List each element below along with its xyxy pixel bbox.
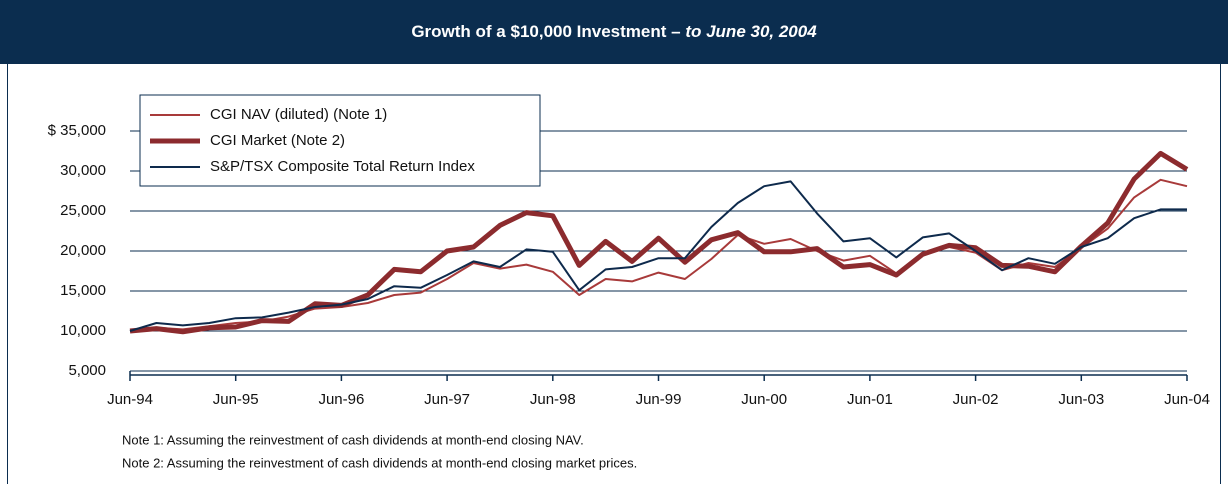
x-tick-label: Jun-00 (741, 391, 787, 408)
title-main: Growth of a $10,000 Investment – (411, 22, 680, 41)
legend-label: CGI NAV (diluted) (Note 1) (210, 106, 387, 123)
y-tick-label: 10,000 (60, 322, 106, 339)
note: Note 2: Assuming the reinvestment of cas… (122, 455, 637, 470)
x-tick-label: Jun-04 (1164, 391, 1210, 408)
y-tick-label: 15,000 (60, 282, 106, 299)
series-line (129, 180, 1187, 332)
legend-box (139, 94, 541, 187)
series-line (129, 178, 1188, 332)
y-tick-label: 30,000 (60, 162, 106, 179)
x-tick-label: Jun-95 (213, 391, 259, 408)
x-tick-label: Jun-94 (107, 391, 153, 408)
chart-title: Growth of a $10,000 Investment – to June… (411, 22, 817, 41)
y-tick-label: $ 35,000 (48, 122, 106, 139)
y-tick-label: 25,000 (60, 202, 106, 219)
y-tick-label: 20,000 (60, 242, 106, 259)
header-band (0, 0, 1228, 64)
x-tick-label: Jun-03 (1058, 391, 1104, 408)
x-tick-label: Jun-97 (424, 391, 470, 408)
x-tick-label: Jun-01 (847, 391, 893, 408)
legend-label: S&P/TSX Composite Total Return Index (210, 158, 475, 175)
x-tick-label: Jun-96 (318, 391, 364, 408)
title-sub: to June 30, 2004 (685, 22, 817, 41)
note: Note 1: Assuming the reinvestment of cas… (122, 432, 584, 447)
legend-label: CGI Market (Note 2) (210, 132, 345, 149)
x-tick-label: Jun-98 (530, 391, 576, 408)
y-tick-label: 5,000 (68, 362, 106, 379)
x-tick-label: Jun-02 (953, 391, 999, 408)
x-tick-label: Jun-99 (636, 391, 682, 408)
